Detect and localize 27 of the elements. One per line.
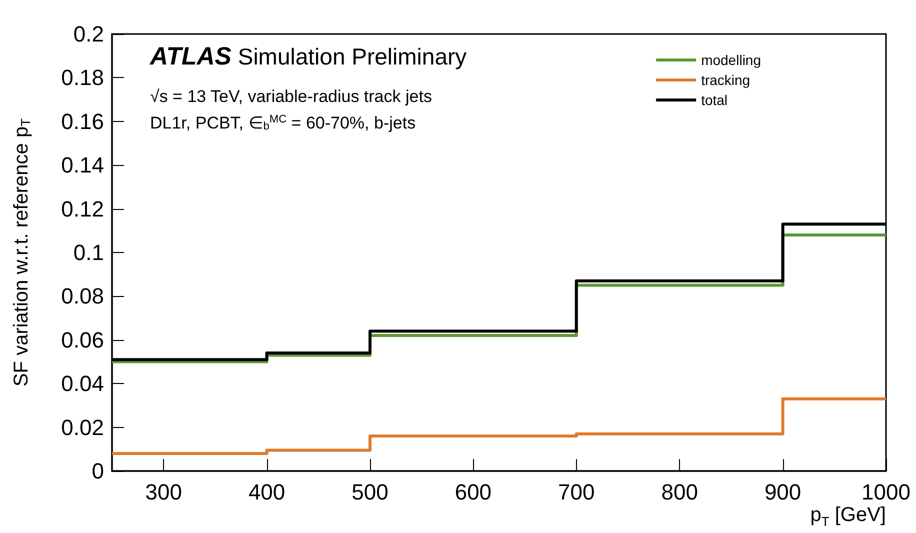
annotation: ATLAS Simulation Preliminary [149, 42, 468, 70]
x-tick-label: 600 [454, 480, 492, 504]
y-tick-label: 0.18 [61, 65, 104, 90]
x-tick-label: 500 [352, 480, 388, 504]
x-tick-label: 700 [558, 480, 595, 504]
legend-label: tracking [701, 72, 750, 88]
x-tick-label: 900 [764, 480, 802, 504]
y-tick-label: 0.02 [61, 414, 104, 440]
y-tick-label: 0.08 [61, 284, 104, 309]
y-tick-label: 0.2 [73, 22, 104, 46]
y-tick-label: 0.1 [73, 240, 104, 265]
x-tick-label: 400 [248, 480, 286, 504]
y-tick-label: 0.06 [61, 327, 104, 352]
y-tick-label: 0.16 [61, 108, 104, 134]
y-axis-title: SF variation w.r.t. reference pT [10, 118, 33, 387]
y-tick-label: 0.14 [61, 152, 104, 178]
y-tick-label: 0.04 [61, 371, 104, 396]
annotation: DL1r, PCBT, ∈bMC = 60-70%, b-jets [150, 113, 416, 132]
y-tick-label: 0.12 [61, 196, 104, 222]
annotation: √s = 13 TeV, variable-radius track jets [150, 87, 432, 106]
legend-label: modelling [701, 52, 762, 68]
legend-label: total [701, 92, 728, 108]
y-tick-label: 0 [92, 458, 104, 484]
x-tick-label: 1000 [862, 480, 910, 504]
x-tick-label: 800 [661, 480, 698, 504]
x-tick-label: 300 [145, 480, 182, 504]
x-axis-title: p$_{T}$ [GeV] [810, 504, 886, 529]
